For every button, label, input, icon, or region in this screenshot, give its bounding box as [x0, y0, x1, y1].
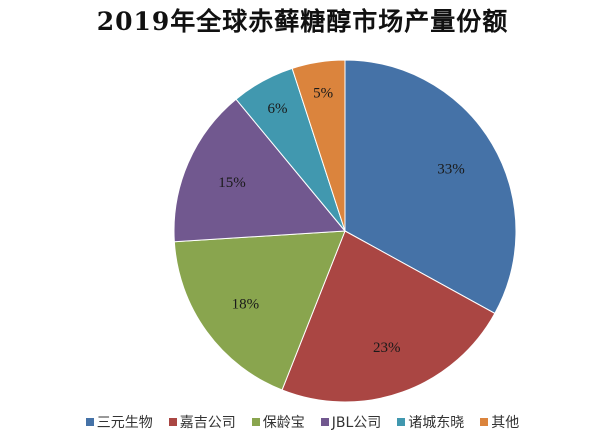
pie-slice — [281, 230, 496, 403]
pie-slice — [344, 59, 517, 315]
pie-slice — [173, 230, 346, 391]
legend-label: 三元生物 — [96, 415, 153, 431]
pie-slice — [291, 59, 346, 232]
legend-swatch — [168, 418, 177, 426]
pie-chart: 33% 23% 18% 15% 6% 5% — [173, 59, 517, 403]
legend: 三元生物 嘉吉公司 保龄宝 JBL公司 诸城东晓 其他 — [0, 412, 605, 432]
legend-swatch — [480, 418, 489, 426]
legend-item: 诸城东晓 — [397, 412, 464, 432]
legend-label: JBL公司 — [331, 415, 382, 431]
legend-swatch — [251, 418, 260, 426]
slice-label: 6% — [267, 101, 287, 117]
slice-label: 18% — [232, 296, 260, 312]
pie-slice — [173, 98, 347, 243]
slice-label: 33% — [437, 161, 465, 177]
legend-swatch — [320, 418, 329, 426]
legend-label: 保龄宝 — [262, 415, 305, 431]
legend-item: JBL公司 — [320, 412, 382, 432]
chart-title: 2019年全球赤藓糖醇市场产量份额 — [96, 7, 509, 36]
legend-label: 嘉吉公司 — [179, 415, 236, 431]
legend-item: 其他 — [480, 412, 519, 432]
legend-item: 保龄宝 — [251, 412, 305, 432]
slice-label: 5% — [313, 86, 333, 102]
slice-label: 15% — [218, 175, 246, 191]
legend-label: 诸城东晓 — [408, 415, 465, 431]
legend-item: 嘉吉公司 — [168, 412, 236, 432]
legend-item: 三元生物 — [85, 412, 153, 432]
legend-label: 其他 — [491, 415, 520, 431]
slice-label: 23% — [373, 340, 401, 356]
legend-swatch — [85, 418, 94, 426]
legend-swatch — [397, 418, 406, 426]
